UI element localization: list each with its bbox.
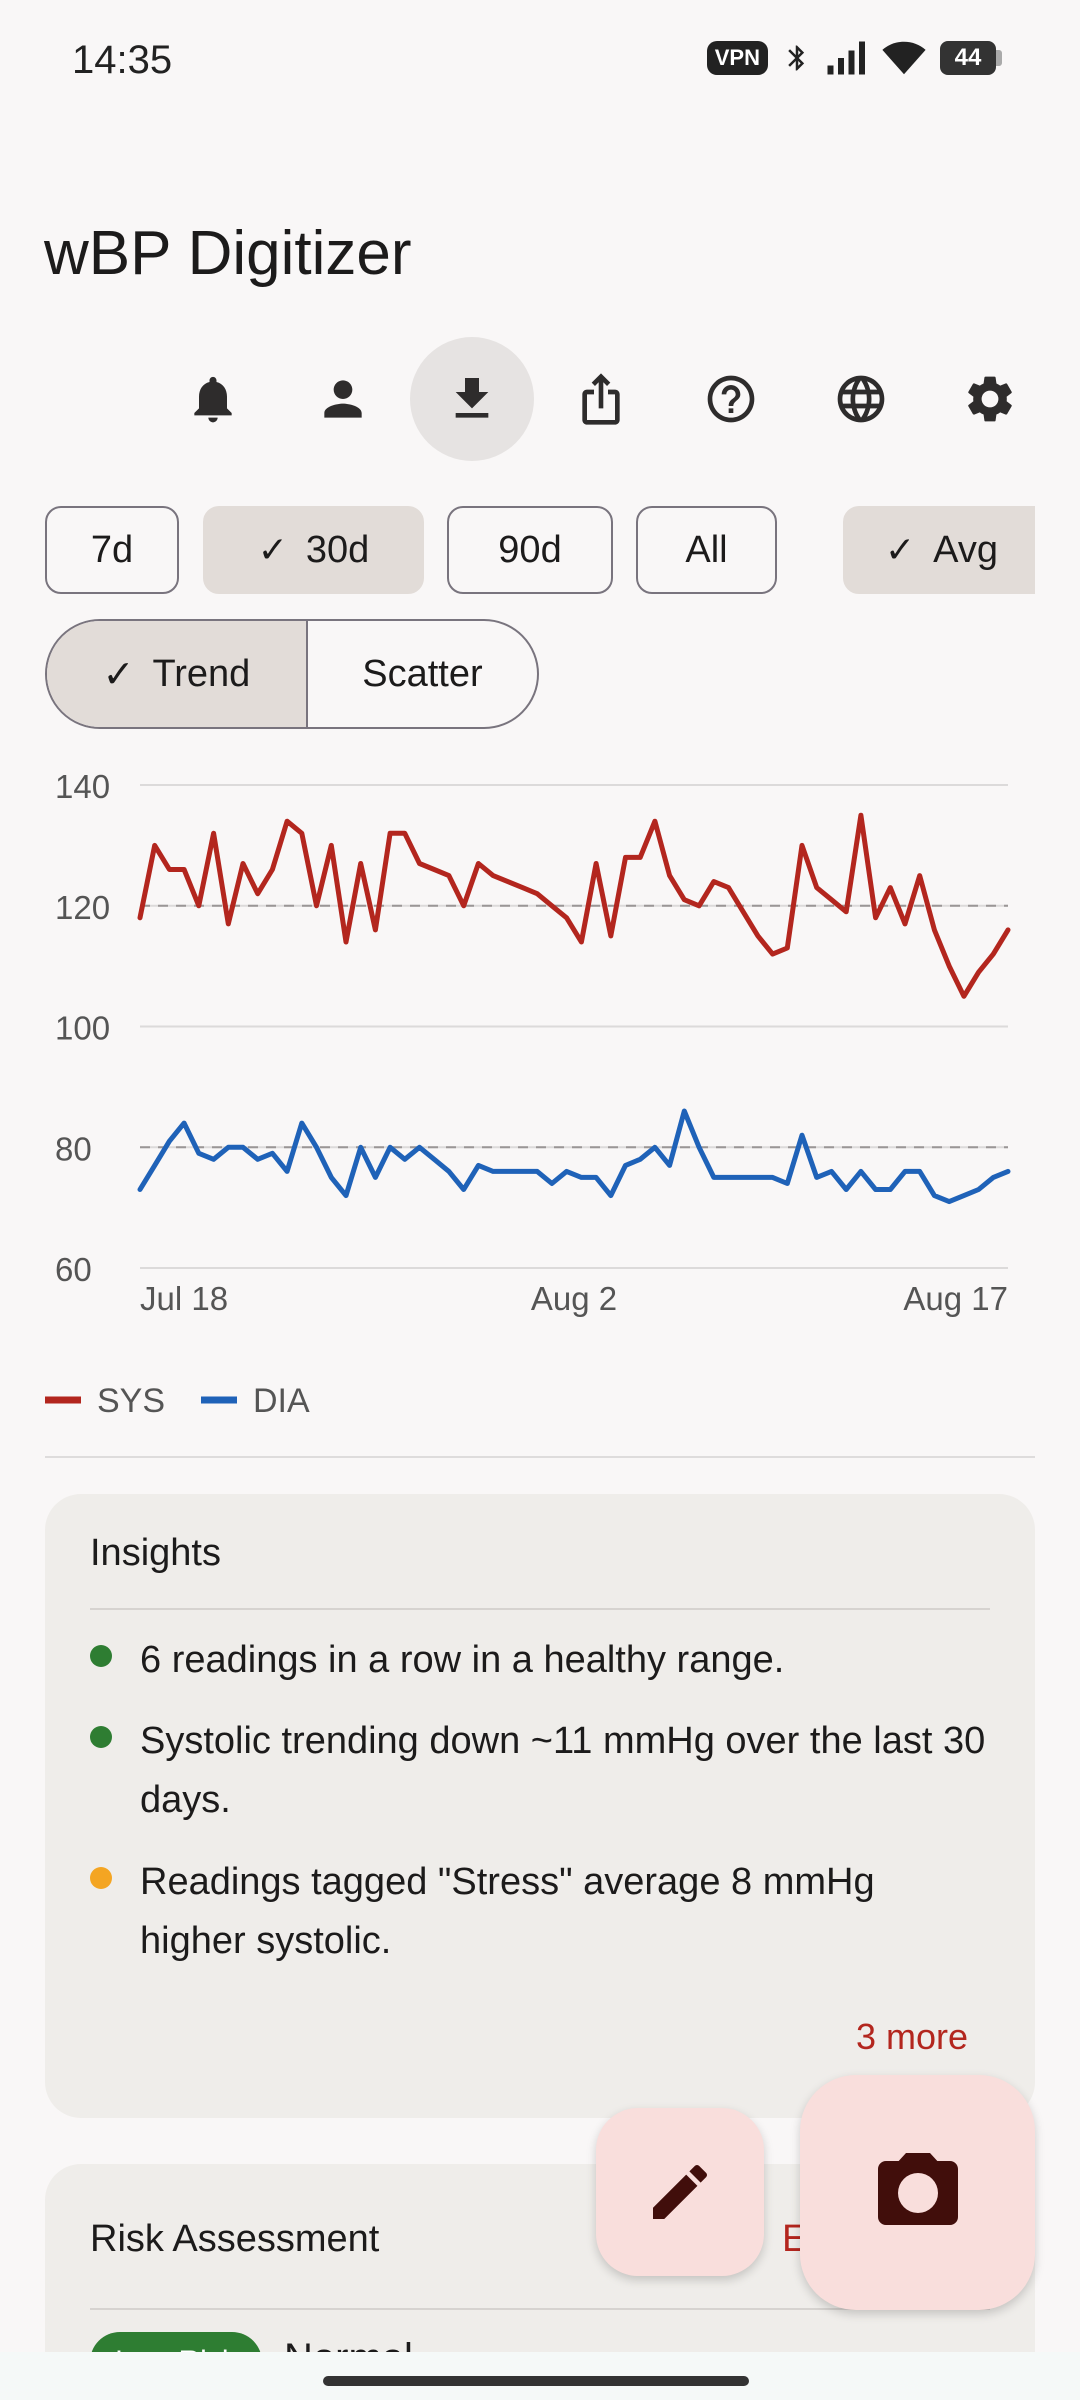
toggle-trend-label: Trend xyxy=(152,652,251,695)
pencil-icon xyxy=(653,2164,708,2219)
insight-item: Systolic trending down ~11 mmHg over the… xyxy=(90,1712,990,1830)
chip-label: 7d xyxy=(90,528,134,571)
view-toggle: ✓ Trend Scatter xyxy=(45,619,539,729)
y-tick-label: 100 xyxy=(55,1010,110,1047)
risk-divider xyxy=(90,2308,990,2310)
profile-button[interactable] xyxy=(281,337,405,461)
y-tick-label: 60 xyxy=(55,1251,92,1288)
check-icon: ✓ xyxy=(102,653,135,696)
insight-text: Systolic trending down ~11 mmHg over the… xyxy=(140,1720,986,1821)
status-dot xyxy=(90,1726,112,1748)
chip-avg[interactable]: ✓ Avg xyxy=(843,506,1035,594)
toggle-scatter-label: Scatter xyxy=(362,652,483,695)
x-tick-label: Aug 2 xyxy=(531,1280,617,1317)
chip-30d[interactable]: ✓ 30d xyxy=(203,506,424,594)
vpn-badge: VPN xyxy=(706,41,768,75)
bluetooth-icon xyxy=(788,45,805,71)
check-icon: ✓ xyxy=(885,529,916,570)
help-button[interactable] xyxy=(669,337,793,461)
status-icons: VPN 44 xyxy=(706,40,1002,76)
chip-label: Avg xyxy=(933,528,998,571)
download-button[interactable] xyxy=(410,337,534,461)
gesture-handle[interactable] xyxy=(323,2376,749,2386)
language-button[interactable] xyxy=(799,337,923,461)
camera-fab[interactable] xyxy=(800,2075,1035,2310)
notifications-button[interactable] xyxy=(151,337,275,461)
legend-label: SYS xyxy=(97,1382,165,1420)
x-tick-label: Jul 18 xyxy=(140,1280,228,1317)
check-icon: ✓ xyxy=(257,529,288,570)
series-line-sys xyxy=(137,812,1011,999)
chip-7d[interactable]: 7d xyxy=(45,506,179,594)
more-insights-link[interactable]: 3 more xyxy=(855,2016,968,2057)
insights-card xyxy=(45,1494,1035,2118)
legend-label: DIA xyxy=(253,1382,310,1420)
chip-label: 30d xyxy=(305,528,370,571)
wifi-icon xyxy=(882,41,926,75)
x-tick-label: Aug 17 xyxy=(903,1280,1008,1317)
status-time: 14:35 xyxy=(72,38,173,82)
status-bar: 14:35 VPN 44 xyxy=(0,0,1080,125)
insight-item: Readings tagged "Stress" average 8 mmHg … xyxy=(90,1853,990,1971)
share-button[interactable] xyxy=(539,337,663,461)
toolbar xyxy=(0,337,1080,461)
settings-button[interactable] xyxy=(928,337,1052,461)
toggle-scatter[interactable]: Scatter xyxy=(308,621,537,727)
chip-all[interactable]: All xyxy=(636,506,777,594)
y-tick-label: 120 xyxy=(55,889,110,926)
person-icon xyxy=(324,380,362,418)
section-divider xyxy=(45,1456,1035,1458)
insight-text: Readings tagged "Stress" average 8 mmHg … xyxy=(140,1861,875,1962)
series-line-dia xyxy=(137,1108,1011,1205)
camera-icon xyxy=(877,2152,958,2225)
status-dot xyxy=(90,1867,112,1889)
insight-item: 6 readings in a row in a healthy range. xyxy=(90,1631,990,1690)
download-icon xyxy=(455,378,489,418)
risk-title: Risk Assessment xyxy=(90,2218,380,2260)
insights-divider xyxy=(90,1608,990,1610)
chip-label: All xyxy=(685,528,728,571)
battery-tip xyxy=(996,50,1002,66)
insight-text: 6 readings in a row in a healthy range. xyxy=(140,1639,785,1681)
y-tick-label: 80 xyxy=(55,1130,92,1167)
insights-title: Insights xyxy=(90,1532,221,1574)
chip-label: 90d xyxy=(498,528,562,571)
signal-icon xyxy=(827,41,865,75)
battery-level: 44 xyxy=(940,41,996,75)
help-icon xyxy=(707,375,755,423)
page-title: wBP Digitizer xyxy=(44,219,412,288)
gear-icon xyxy=(968,376,1012,422)
status-dot xyxy=(90,1645,112,1667)
globe-icon xyxy=(837,375,885,423)
bell-icon xyxy=(194,376,232,423)
battery-indicator: 44 xyxy=(940,41,1002,75)
share-icon xyxy=(582,373,620,425)
y-tick-label: 140 xyxy=(55,768,110,805)
chart-legend: SYS DIA xyxy=(45,1382,310,1420)
bp-trend-chart: 140 120 100 80 60 Jul 18 Aug 2 Aug 17 xyxy=(55,768,1011,1317)
chip-90d[interactable]: 90d xyxy=(447,506,613,594)
toggle-trend[interactable]: ✓ Trend xyxy=(47,621,308,727)
edit-fab[interactable] xyxy=(596,2108,764,2276)
